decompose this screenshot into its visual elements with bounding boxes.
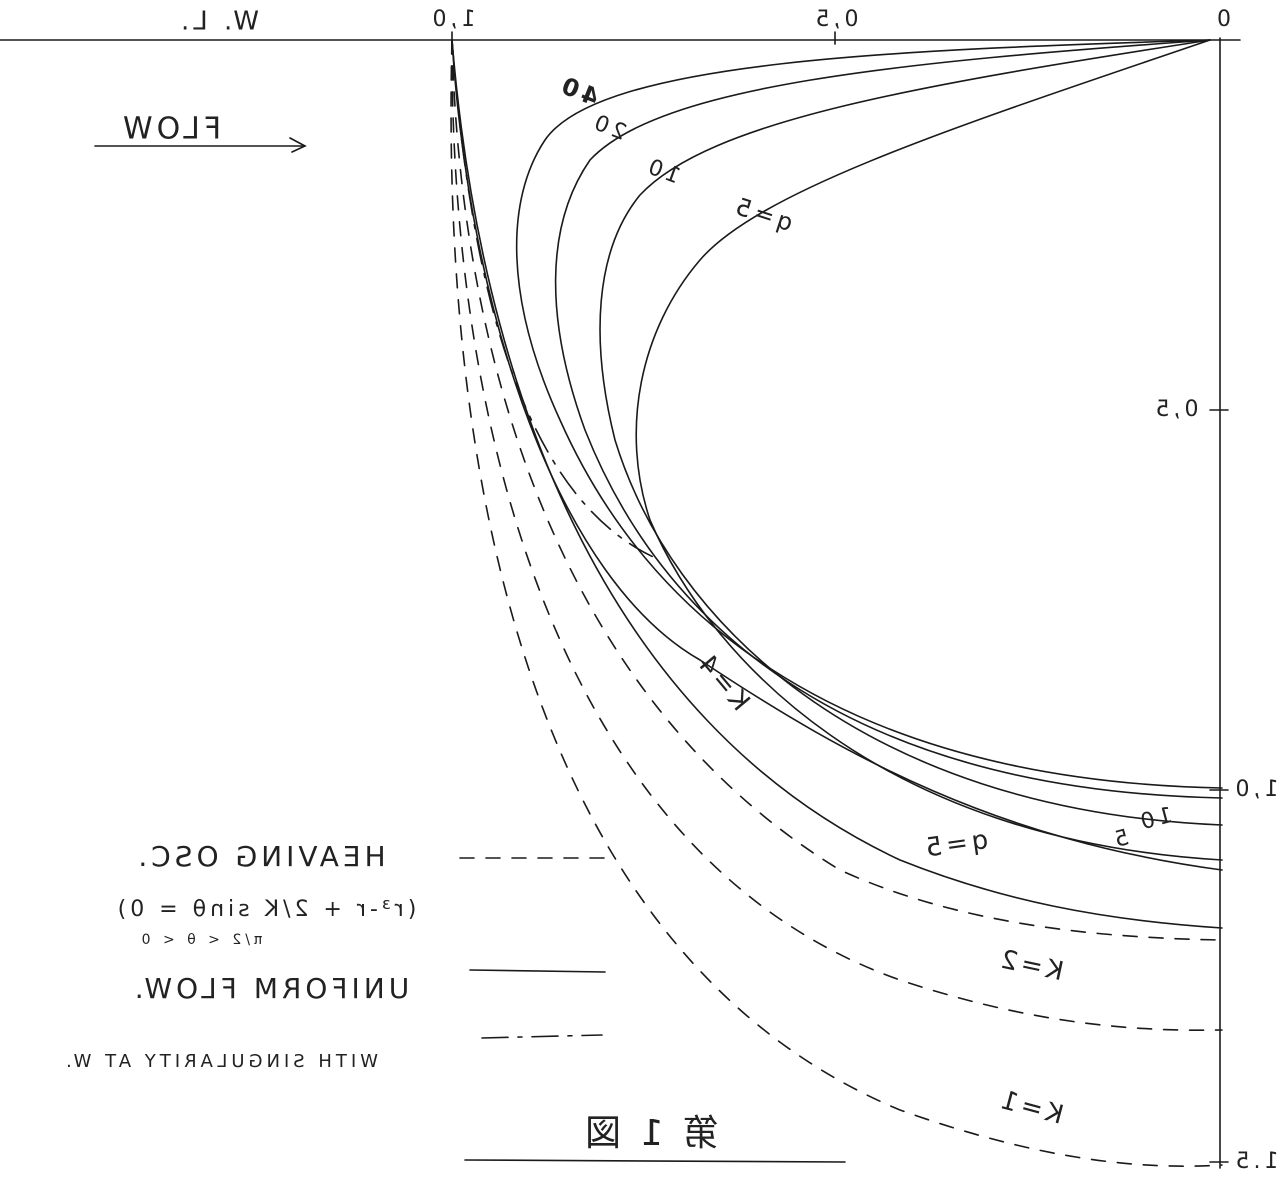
curve-label: K=4	[689, 646, 755, 717]
flow-arrow	[290, 138, 305, 152]
legend-singular: WITH SINGULARITY AT W.	[62, 1051, 378, 1072]
top-tick-label: 0	[1213, 7, 1231, 32]
legend-solid	[470, 970, 605, 972]
curve-label: 20	[587, 109, 630, 146]
curve-q40	[517, 40, 1222, 788]
top-tick-label: 1,0	[429, 7, 476, 32]
curve-q10	[600, 40, 1222, 825]
right-tick-label: 1.5	[1232, 1149, 1279, 1174]
uniform-curve	[452, 40, 1222, 870]
top-tick-label: 0,5	[812, 7, 859, 32]
flow-label: FLOW	[119, 112, 221, 147]
right-tick-label: 1,0	[1232, 777, 1279, 802]
curve-label: 10	[1134, 803, 1175, 836]
legend-dashdot	[482, 1035, 602, 1038]
legend-uniform: UNIFORM FLOW.	[131, 972, 409, 1005]
curve-label: 10	[641, 154, 683, 190]
legend-range: π/2 < θ < 0	[138, 932, 263, 948]
curve-label: K=2	[994, 944, 1066, 987]
curve-label: 40	[554, 70, 603, 111]
page: {"axes": {"top_ticks": ["W. L.", "1,0", …	[0, 0, 1285, 1184]
uniform-curve	[452, 40, 1222, 928]
curve-label: q=5	[920, 825, 990, 864]
curve-label: q=5	[728, 191, 796, 237]
legend-equation: (r³-r + 2/K sinθ = 0)	[114, 897, 417, 922]
legend-heaving: HEAVING OSC.	[134, 840, 385, 873]
curve-label: K=1	[994, 1084, 1067, 1130]
figure-caption: 第 1 図	[581, 1113, 719, 1154]
caption-underline	[465, 1160, 845, 1162]
diagram: W. L. 1,0 0,5 0 0,5 1,0 1.5 FLOW 40 20 1…	[0, 0, 1285, 1184]
right-tick-label: 0,5	[1152, 397, 1199, 422]
wl-label: W. L.	[177, 7, 259, 37]
heaving-curve-k2	[452, 40, 1222, 1030]
